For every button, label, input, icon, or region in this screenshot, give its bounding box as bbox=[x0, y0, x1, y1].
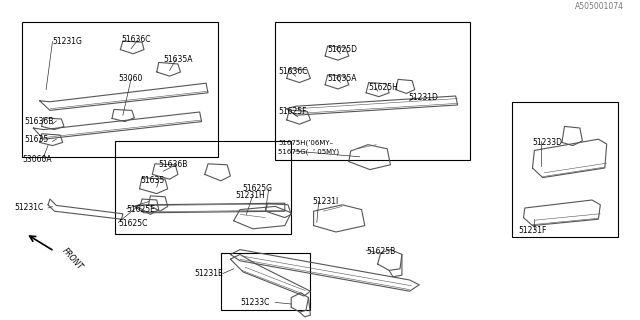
Text: FRONT: FRONT bbox=[61, 246, 85, 272]
Text: 51636B: 51636B bbox=[159, 160, 188, 169]
Bar bbox=[115, 141, 291, 234]
Bar bbox=[22, 22, 218, 157]
Text: 51231I: 51231I bbox=[312, 197, 339, 206]
Text: 51635A: 51635A bbox=[163, 55, 193, 64]
Bar bbox=[221, 253, 310, 310]
Text: 51636C: 51636C bbox=[122, 36, 151, 44]
Bar bbox=[512, 102, 618, 237]
Text: 51675G(  ’ 05MY): 51675G( ’ 05MY) bbox=[278, 149, 340, 155]
Text: 51635: 51635 bbox=[141, 176, 165, 185]
Text: 51231G: 51231G bbox=[52, 37, 83, 46]
Text: 51625B: 51625B bbox=[366, 247, 396, 256]
Text: 51625G: 51625G bbox=[242, 184, 272, 193]
Text: 51625F: 51625F bbox=[278, 108, 307, 116]
Text: 51231D: 51231D bbox=[408, 93, 438, 102]
Text: 51231H: 51231H bbox=[236, 191, 265, 200]
Text: 51625E: 51625E bbox=[127, 205, 156, 214]
Text: 51233C: 51233C bbox=[241, 298, 270, 307]
Bar bbox=[275, 22, 470, 160]
Text: 51231C: 51231C bbox=[14, 204, 44, 212]
Text: 51675H(’06MY–: 51675H(’06MY– bbox=[278, 139, 333, 146]
Text: 51625H: 51625H bbox=[368, 84, 398, 92]
Text: 51635: 51635 bbox=[24, 135, 49, 144]
Text: 51625C: 51625C bbox=[118, 220, 148, 228]
Text: 53060A: 53060A bbox=[22, 156, 52, 164]
Text: 51636C: 51636C bbox=[278, 68, 308, 76]
Text: 51625D: 51625D bbox=[328, 45, 358, 54]
Text: 51233D: 51233D bbox=[532, 138, 563, 147]
Text: A505001074: A505001074 bbox=[575, 2, 624, 11]
Text: 51636B: 51636B bbox=[24, 117, 54, 126]
Text: 51231F: 51231F bbox=[518, 226, 547, 235]
Text: 51635A: 51635A bbox=[328, 74, 357, 83]
Text: 51231E: 51231E bbox=[194, 269, 223, 278]
Text: 53060: 53060 bbox=[118, 74, 143, 83]
